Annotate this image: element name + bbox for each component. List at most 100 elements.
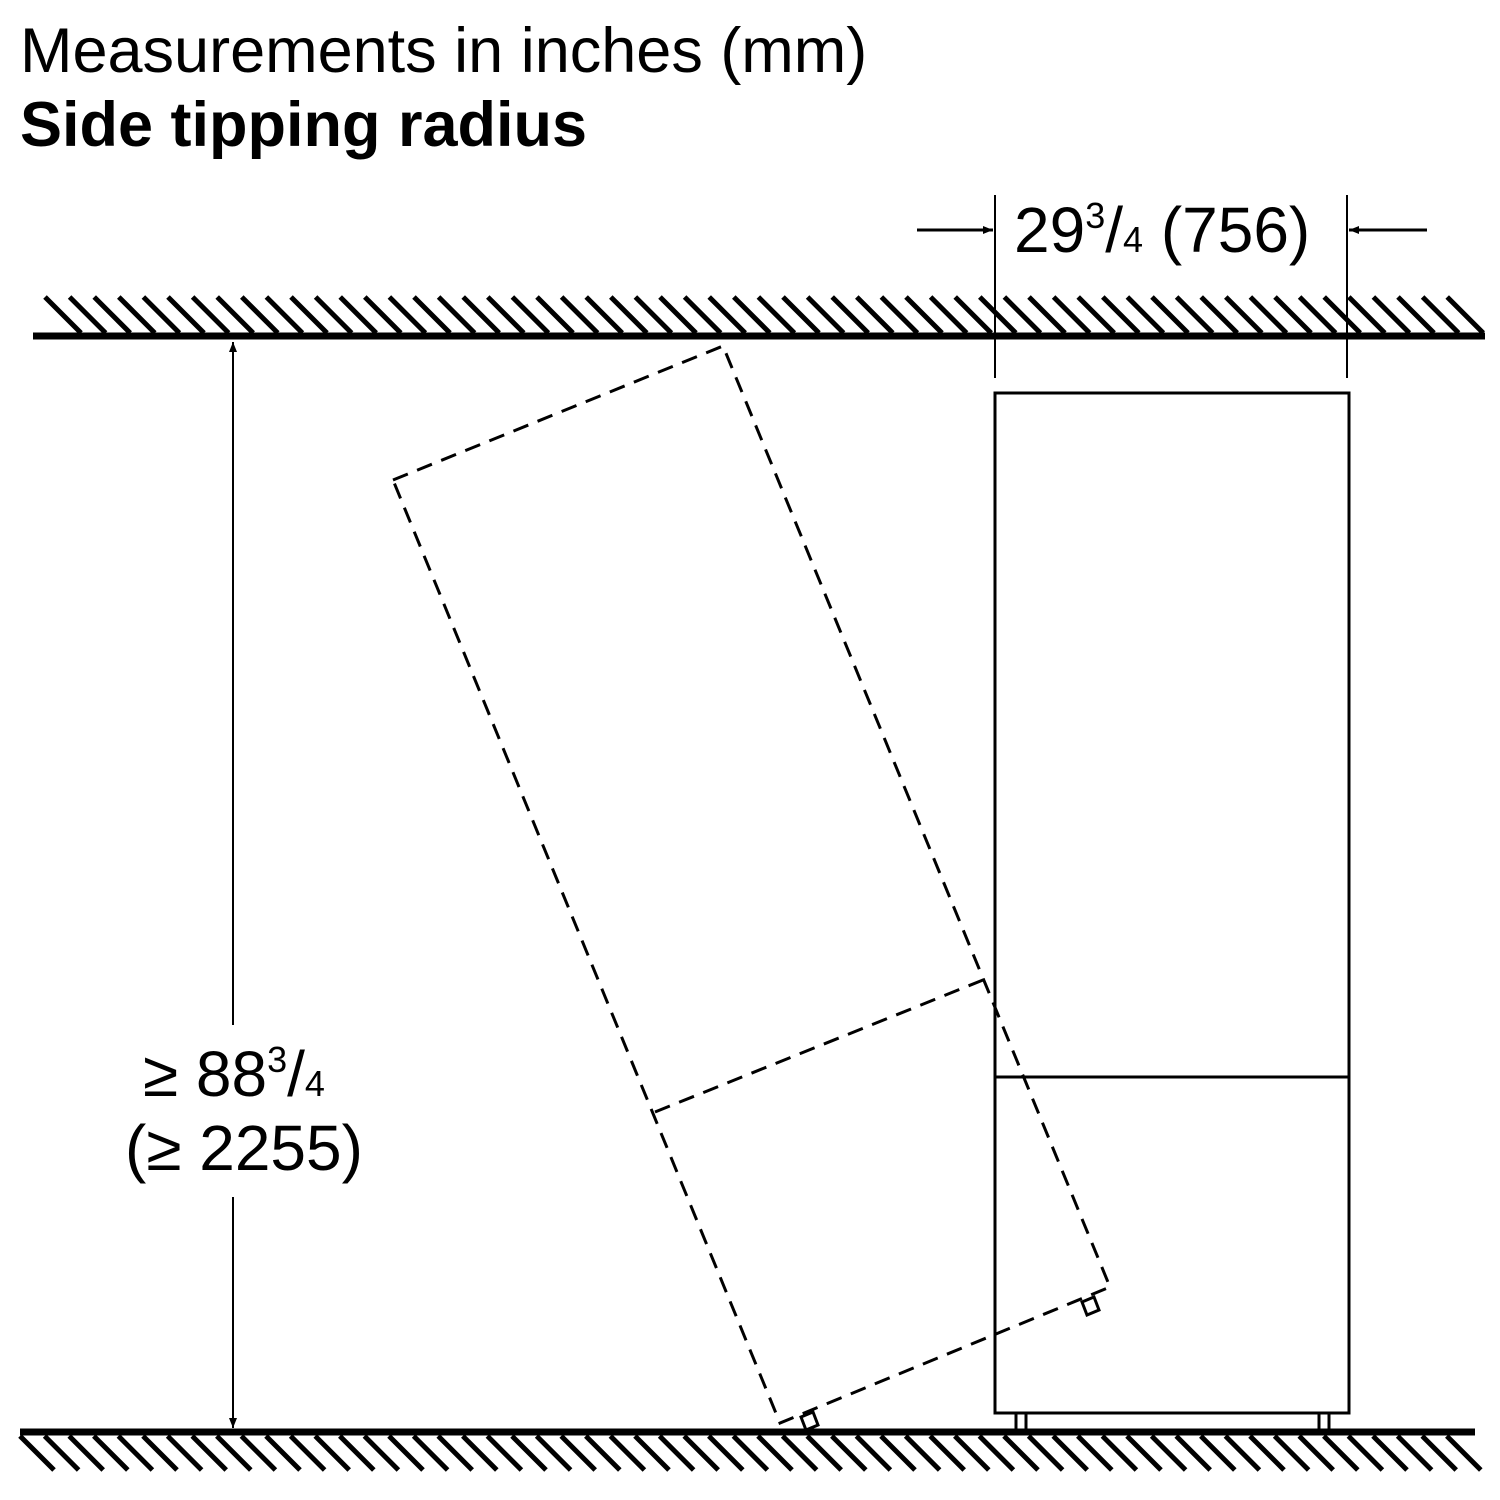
hatch-line: [92, 1434, 130, 1472]
hatch-line: [1125, 295, 1166, 335]
hatch-line: [1002, 1434, 1040, 1472]
foot: [799, 1410, 820, 1432]
hatch-line: [1076, 295, 1116, 335]
hatch-line: [1297, 295, 1338, 335]
hatch-line: [584, 1434, 622, 1472]
hatch-line: [1051, 1434, 1089, 1472]
foot: [1014, 1411, 1028, 1434]
hatch-line: [1297, 1434, 1335, 1472]
hatch-line: [1002, 295, 1043, 335]
hatch-line: [288, 1434, 327, 1472]
hatch-line: [215, 295, 255, 335]
width-dimension: [917, 195, 1427, 378]
hatch-line: [485, 1434, 524, 1472]
hatch-line: [264, 295, 305, 335]
hatch-line: [633, 1434, 671, 1472]
hatch-line: [903, 1434, 942, 1472]
hatch-line: [338, 1434, 376, 1472]
foot: [1080, 1295, 1101, 1317]
height-label-inches: ≥ 883/4: [143, 1038, 325, 1110]
hatch-line: [682, 1434, 720, 1472]
hatch-line: [805, 1434, 843, 1472]
hatch-line: [1445, 1434, 1483, 1472]
hatch-line: [1346, 1434, 1385, 1472]
hatch-line: [830, 1434, 868, 1472]
hatch-line: [830, 295, 870, 335]
hatch-line: [486, 295, 526, 335]
hatch-line: [535, 295, 575, 335]
hatch-line: [559, 295, 600, 335]
hatch-line: [1322, 1434, 1360, 1472]
hatch-line: [166, 295, 206, 335]
hatch-line: [534, 1434, 573, 1472]
hatch-line: [289, 295, 329, 335]
hatch-line: [1420, 295, 1461, 335]
hatch-line: [67, 1434, 105, 1472]
hatch-line: [855, 295, 895, 335]
hatch-line: [1445, 295, 1485, 335]
hatch-line: [633, 295, 674, 335]
hatch-line: [1223, 1434, 1262, 1472]
hatch-line: [141, 295, 182, 335]
hatch-line: [363, 295, 403, 335]
hatch-line: [657, 1434, 696, 1472]
hatch-line: [879, 295, 920, 335]
hatch-line: [805, 295, 846, 335]
hatch-line: [1149, 1434, 1188, 1472]
hatch-line: [1026, 1434, 1065, 1472]
hatch-line: [240, 295, 280, 335]
hatch-line: [928, 1434, 966, 1472]
hatch-line: [781, 295, 821, 335]
hatch-line: [190, 295, 231, 335]
hatch-line: [412, 295, 452, 335]
hatch-line: [756, 295, 797, 335]
foot: [1317, 1411, 1331, 1434]
hatch-line: [978, 295, 1018, 335]
hatch-line: [731, 1434, 770, 1472]
hatch-line: [879, 1434, 917, 1472]
hatch-line: [215, 1434, 253, 1472]
hatch-line: [461, 295, 501, 335]
hatch-line: [1347, 295, 1387, 335]
hatch-line: [1101, 295, 1141, 335]
hatch-line: [609, 295, 649, 335]
hatch-line: [42, 1434, 81, 1472]
hatch-line: [1371, 295, 1412, 335]
hatch-line: [1150, 295, 1190, 335]
hatch-line: [165, 1434, 204, 1472]
hatch-line: [756, 1434, 794, 1472]
hatch-line: [1248, 1434, 1286, 1472]
hatch-line: [1248, 295, 1289, 335]
hatch-line: [953, 295, 993, 335]
hatch-line: [117, 295, 157, 335]
hatch-line: [116, 1434, 155, 1472]
units-note: Measurements in inches (mm): [20, 16, 868, 86]
hatch-line: [780, 1434, 819, 1472]
hatch-line: [682, 295, 723, 335]
hatch-line: [707, 295, 747, 335]
hatch-line: [732, 295, 772, 335]
hatch-line: [387, 1434, 425, 1472]
hatch-line: [411, 1434, 450, 1472]
hatch-line: [1027, 295, 1067, 335]
hatch-line: [264, 1434, 302, 1472]
hatch-line: [1272, 1434, 1311, 1472]
hatch-line: [338, 295, 378, 335]
tilted-refrigerator-outline: [391, 344, 1112, 1425]
hatch-line: [1076, 1434, 1114, 1472]
hatch-line: [559, 1434, 597, 1472]
hatch-line: [387, 295, 428, 335]
hatch-line: [707, 1434, 745, 1472]
hatch-line: [1322, 295, 1362, 335]
hatch-line: [928, 295, 969, 335]
hatch-line: [658, 295, 698, 335]
hatch-line: [977, 1434, 1016, 1472]
width-label: 293/4 (756): [1014, 194, 1310, 266]
hatch-line: [313, 1434, 351, 1472]
hatch-line: [584, 295, 624, 335]
hatch-line: [67, 295, 108, 335]
hatch-line: [1100, 1434, 1139, 1472]
hatch-line: [190, 1434, 228, 1472]
upright-refrigerator: [993, 391, 1351, 1434]
